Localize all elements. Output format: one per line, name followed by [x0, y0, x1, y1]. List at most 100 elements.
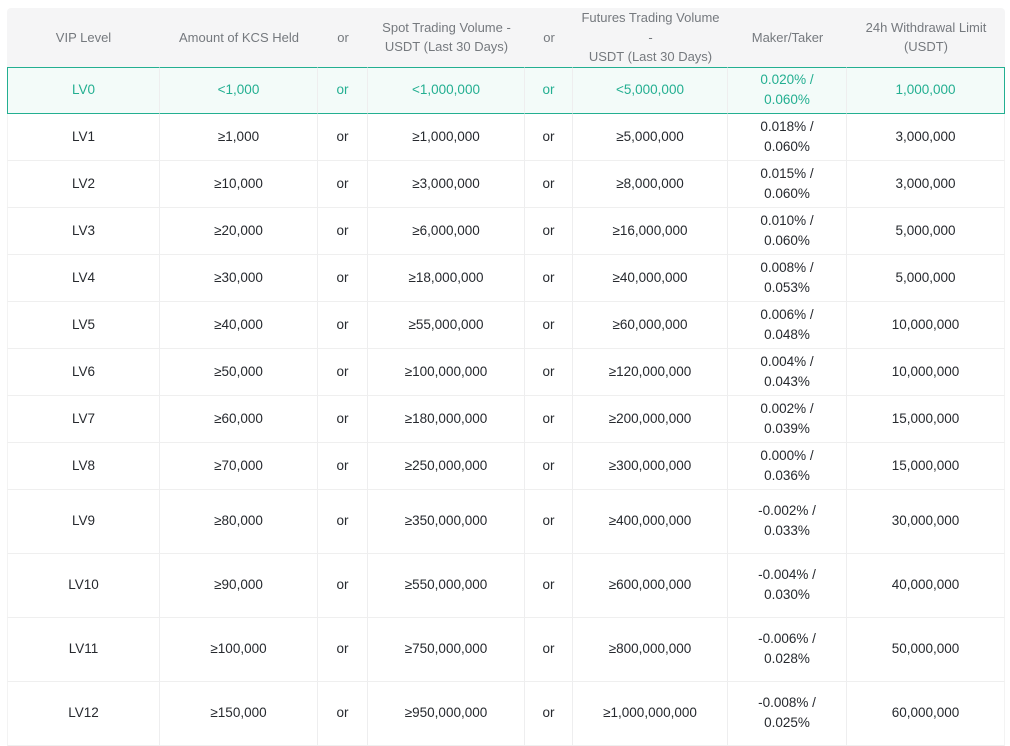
maker-taker-cell: -0.008% / 0.025% [728, 681, 847, 746]
maker-taker-cell: 0.006% / 0.048% [728, 301, 847, 349]
vip-level-cell: LV4 [7, 254, 160, 302]
futures-volume-cell: ≥60,000,000 [573, 301, 728, 349]
withdrawal-limit-cell: 10,000,000 [847, 348, 1005, 396]
or-cell: or [318, 395, 368, 443]
kcs-held-cell: <1,000 [160, 66, 318, 114]
or-cell: or [525, 553, 573, 618]
col-header-maker-taker: Maker/Taker [728, 8, 847, 67]
maker-taker-cell: 0.004% / 0.043% [728, 348, 847, 396]
table-row: LV6 ≥50,000 or ≥100,000,000 or ≥120,000,000 0.… [7, 348, 1005, 396]
or-cell: or [525, 681, 573, 746]
spot-volume-cell: <1,000,000 [368, 66, 525, 114]
spot-volume-cell: ≥750,000,000 [368, 617, 525, 682]
col-header-or-1: or [318, 8, 368, 67]
vip-level-cell: LV9 [7, 489, 160, 554]
or-cell: or [318, 207, 368, 255]
or-cell: or [318, 254, 368, 302]
vip-fee-table: VIP Level Amount of KCS Held or Spot Tra… [7, 8, 1005, 746]
futures-volume-cell: ≥800,000,000 [573, 617, 728, 682]
futures-volume-cell: ≥300,000,000 [573, 442, 728, 490]
kcs-held-cell: ≥80,000 [160, 489, 318, 554]
vip-level-cell: LV11 [7, 617, 160, 682]
col-header-or-2: or [525, 8, 573, 67]
or-cell: or [525, 207, 573, 255]
futures-volume-cell: ≥120,000,000 [573, 348, 728, 396]
or-cell: or [318, 442, 368, 490]
table-row: LV7 ≥60,000 or ≥180,000,000 or ≥200,000,000 0.… [7, 395, 1005, 443]
withdrawal-limit-cell: 1,000,000 [847, 66, 1005, 114]
maker-taker-cell: 0.010% / 0.060% [728, 207, 847, 255]
or-cell: or [318, 113, 368, 161]
or-cell: or [525, 395, 573, 443]
futures-volume-cell: ≥600,000,000 [573, 553, 728, 618]
header-row: VIP Level Amount of KCS Held or Spot Tra… [7, 8, 1005, 67]
table-header: VIP Level Amount of KCS Held or Spot Tra… [7, 8, 1005, 67]
table-row: LV4 ≥30,000 or ≥18,000,000 or ≥40,000,000 0.00… [7, 254, 1005, 302]
or-cell: or [318, 348, 368, 396]
spot-volume-cell: ≥100,000,000 [368, 348, 525, 396]
or-cell: or [525, 301, 573, 349]
spot-volume-cell: ≥55,000,000 [368, 301, 525, 349]
maker-taker-cell: 0.015% / 0.060% [728, 160, 847, 208]
or-cell: or [525, 489, 573, 554]
table-row: LV12 ≥150,000 or ≥950,000,000 or ≥1,000,000,0… [7, 681, 1005, 746]
withdrawal-limit-cell: 10,000,000 [847, 301, 1005, 349]
or-cell: or [318, 160, 368, 208]
spot-volume-cell: ≥6,000,000 [368, 207, 525, 255]
maker-taker-cell: 0.020% / 0.060% [728, 66, 847, 114]
vip-table-body: LV0 <1,000 or <1,000,000 or <5,000,000 0.020% … [7, 66, 1005, 746]
spot-volume-cell: ≥950,000,000 [368, 681, 525, 746]
futures-volume-cell: ≥8,000,000 [573, 160, 728, 208]
vip-level-cell: LV1 [7, 113, 160, 161]
kcs-held-cell: ≥50,000 [160, 348, 318, 396]
spot-volume-cell: ≥180,000,000 [368, 395, 525, 443]
vip-level-cell: LV6 [7, 348, 160, 396]
col-header-withdrawal-limit: 24h Withdrawal Limit (USDT) [847, 8, 1005, 67]
withdrawal-limit-cell: 40,000,000 [847, 553, 1005, 618]
table-row: LV8 ≥70,000 or ≥250,000,000 or ≥300,000,000 0.… [7, 442, 1005, 490]
maker-taker-cell: -0.006% / 0.028% [728, 617, 847, 682]
kcs-held-cell: ≥150,000 [160, 681, 318, 746]
or-cell: or [525, 617, 573, 682]
spot-volume-cell: ≥18,000,000 [368, 254, 525, 302]
withdrawal-limit-cell: 3,000,000 [847, 160, 1005, 208]
maker-taker-cell: 0.018% / 0.060% [728, 113, 847, 161]
vip-level-cell: LV8 [7, 442, 160, 490]
maker-taker-cell: -0.004% / 0.030% [728, 553, 847, 618]
kcs-held-cell: ≥70,000 [160, 442, 318, 490]
withdrawal-limit-cell: 5,000,000 [847, 207, 1005, 255]
maker-taker-cell: 0.008% / 0.053% [728, 254, 847, 302]
kcs-held-cell: ≥10,000 [160, 160, 318, 208]
or-cell: or [525, 442, 573, 490]
withdrawal-limit-cell: 15,000,000 [847, 395, 1005, 443]
table-row: LV10 ≥90,000 or ≥550,000,000 or ≥600,000,000-… [7, 553, 1005, 618]
futures-volume-cell: ≥200,000,000 [573, 395, 728, 443]
vip-level-cell: LV7 [7, 395, 160, 443]
withdrawal-limit-cell: 50,000,000 [847, 617, 1005, 682]
or-cell: or [318, 66, 368, 114]
kcs-held-cell: ≥90,000 [160, 553, 318, 618]
table-row: LV11 ≥100,000 or ≥750,000,000 or ≥800,000,000… [7, 617, 1005, 682]
futures-volume-cell: ≥400,000,000 [573, 489, 728, 554]
table-row: LV3 ≥20,000 or ≥6,000,000 or ≥16,000,000 0.010… [7, 207, 1005, 255]
spot-volume-cell: ≥550,000,000 [368, 553, 525, 618]
vip-level-cell: LV12 [7, 681, 160, 746]
table-row: LV5 ≥40,000 or ≥55,000,000 or ≥60,000,000 0.00… [7, 301, 1005, 349]
vip-level-cell: LV5 [7, 301, 160, 349]
or-cell: or [318, 489, 368, 554]
vip-level-cell: LV3 [7, 207, 160, 255]
kcs-held-cell: ≥100,000 [160, 617, 318, 682]
col-header-vip-level: VIP Level [7, 8, 160, 67]
withdrawal-limit-cell: 3,000,000 [847, 113, 1005, 161]
vip-fee-table-container: VIP Level Amount of KCS Held or Spot Tra… [7, 8, 1005, 746]
or-cell: or [318, 553, 368, 618]
spot-volume-cell: ≥1,000,000 [368, 113, 525, 161]
or-cell: or [525, 348, 573, 396]
table-row: LV2 ≥10,000 or ≥3,000,000 or ≥8,000,000 0.015%… [7, 160, 1005, 208]
col-header-futures-volume: Futures Trading Volume - USDT (Last 30 D… [573, 8, 728, 67]
maker-taker-cell: -0.002% / 0.033% [728, 489, 847, 554]
kcs-held-cell: ≥60,000 [160, 395, 318, 443]
or-cell: or [525, 66, 573, 114]
withdrawal-limit-cell: 5,000,000 [847, 254, 1005, 302]
spot-volume-cell: ≥250,000,000 [368, 442, 525, 490]
